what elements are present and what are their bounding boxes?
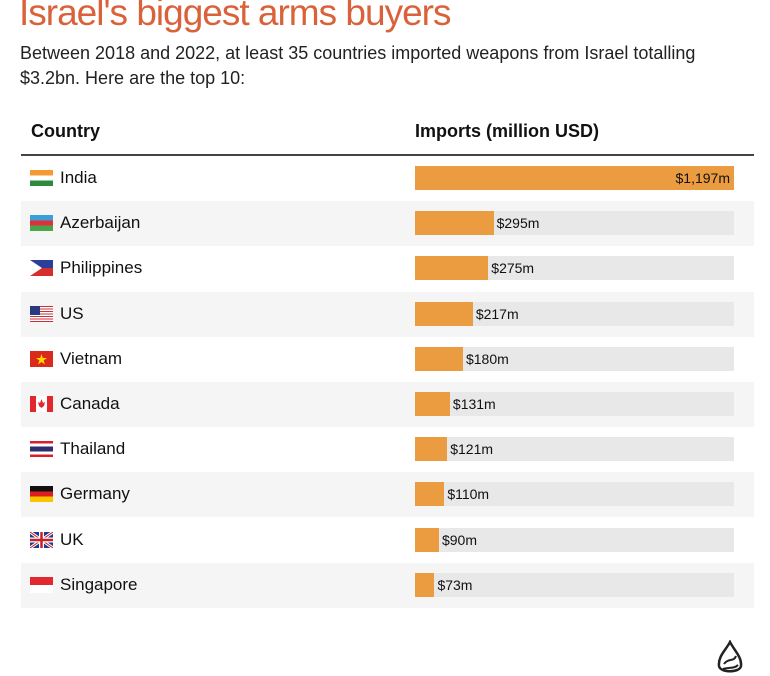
bar-track: $121m: [415, 437, 734, 462]
bar: [415, 256, 489, 281]
table-row: Singapore $73m: [21, 562, 754, 608]
country-name: Germany: [60, 484, 130, 504]
philippines-flag-icon: [30, 260, 53, 277]
table-row: US $217m: [21, 291, 754, 337]
al-jazeera-logo: [717, 640, 743, 673]
country-name: Philippines: [60, 258, 143, 278]
value-label: $110m: [447, 486, 490, 503]
country-name: UK: [60, 529, 84, 549]
azerbaijan-flag-icon: [30, 215, 53, 232]
bar: [415, 392, 450, 416]
table-row: Germany $110m: [21, 472, 754, 518]
bar-track: $110m: [415, 482, 734, 507]
value-label: $180m: [465, 350, 509, 367]
chart-title: Israel's biggest arms buyers: [19, 0, 451, 33]
thailand-flag-icon: [30, 441, 53, 458]
value-label: $217m: [475, 305, 519, 322]
bar-track: $131m: [415, 392, 734, 416]
bar: [415, 346, 463, 371]
value-label: $73m: [437, 576, 473, 593]
us-flag-icon: [30, 305, 53, 322]
table-row: India $1,197m: [21, 156, 754, 201]
country-name: US: [60, 303, 84, 323]
country-name: India: [60, 168, 97, 187]
bar-track: $73m: [415, 572, 734, 597]
uk-flag-icon: [30, 531, 53, 548]
bar-track: $217m: [415, 301, 734, 326]
canada-flag-icon: [30, 396, 53, 412]
country-name: Canada: [60, 394, 120, 413]
bar: [415, 572, 435, 597]
value-label: $295m: [496, 215, 540, 232]
country-name: Singapore: [60, 574, 138, 594]
bar: [415, 527, 439, 552]
table-row: Vietnam $180m: [21, 337, 754, 382]
bar: [415, 437, 448, 462]
bar: [415, 482, 445, 507]
table-row: Canada $131m: [21, 382, 754, 427]
bar-track: $90m: [415, 527, 734, 552]
germany-flag-icon: [30, 486, 53, 503]
value-label: $121m: [450, 441, 494, 458]
bar: [415, 301, 473, 326]
table-row: Thailand $121m: [21, 427, 754, 472]
value-label: $275m: [491, 260, 535, 277]
header-divider: [21, 154, 754, 156]
bar: [415, 166, 734, 190]
table-row: UK $90m: [21, 518, 754, 563]
chart-subtitle: Between 2018 and 2022, at least 35 count…: [20, 43, 696, 88]
vietnam-flag-icon: [30, 350, 53, 367]
country-header: Country: [31, 121, 100, 141]
country-name: Vietnam: [60, 348, 123, 368]
table-row: Azerbaijan $295m: [21, 201, 754, 247]
india-flag-icon: [30, 170, 53, 186]
value-label: $131m: [452, 396, 496, 412]
value-label: $1,197m: [675, 170, 730, 186]
value-label: $90m: [441, 531, 478, 548]
imports-header: Imports (million USD): [415, 121, 599, 141]
country-name: Azerbaijan: [60, 213, 141, 233]
bar-track: $1,197m: [415, 166, 734, 190]
bar-track: $180m: [415, 346, 734, 371]
bar: [415, 211, 494, 236]
country-name: Thailand: [60, 439, 126, 459]
singapore-flag-icon: [30, 576, 53, 593]
bar-track: $275m: [415, 256, 734, 281]
bar-track: $295m: [415, 211, 734, 236]
table-row: Philippines $275m: [21, 246, 754, 291]
